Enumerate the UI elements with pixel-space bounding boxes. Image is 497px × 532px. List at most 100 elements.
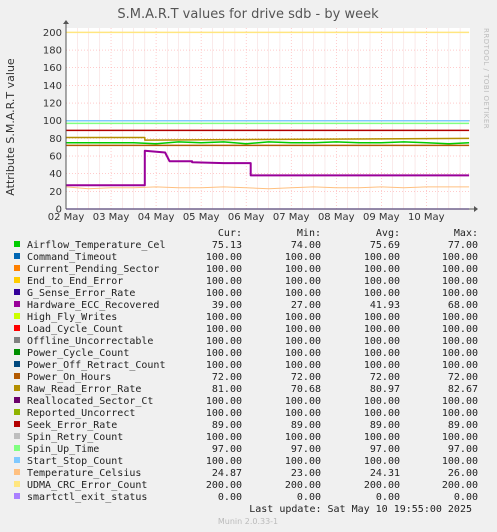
y-axis-arrow: [63, 20, 69, 24]
legend-value-min: 100.00: [285, 408, 321, 419]
x-tick-label: 09 May: [363, 212, 400, 223]
legend-value-max: 100.00: [442, 312, 478, 323]
legend-value-cur: 89.00: [212, 420, 242, 431]
legend-value-max: 97.00: [448, 444, 478, 455]
legend-swatch: [14, 349, 20, 355]
x-tick-label: 02 May: [48, 212, 85, 223]
legend-value-avg: 100.00: [364, 324, 400, 335]
legend-swatch: [14, 253, 20, 259]
legend-value-avg: 72.00: [370, 372, 400, 383]
legend-label: UDMA_CRC_Error_Count: [27, 480, 147, 491]
legend-swatch: [14, 337, 20, 343]
legend-value-avg: 100.00: [364, 252, 400, 263]
legend: Cur: Min: Avg: Max: Airflow_Temperature_Cel 7…: [14, 228, 478, 503]
legend-swatch: [14, 445, 20, 451]
legend-label: High_Fly_Writes: [27, 312, 117, 323]
y-tick-label: 180: [43, 46, 62, 57]
legend-swatch: [14, 481, 20, 487]
legend-value-max: 100.00: [442, 288, 478, 299]
legend-label: Power_Off_Retract_Count: [27, 360, 165, 371]
series-line-hardware-ecc-recovered: [66, 149, 470, 187]
legend-label: G_Sense_Error_Rate: [27, 288, 135, 299]
legend-value-min: 100.00: [285, 432, 321, 443]
legend-value-min: 100.00: [285, 456, 321, 467]
y-tick-label: 100: [43, 116, 62, 127]
legend-value-cur: 100.00: [206, 252, 242, 263]
legend-label: Start_Stop_Count: [27, 456, 123, 467]
legend-value-min: 72.00: [291, 372, 321, 383]
chart-title: S.M.A.R.T values for drive sdb - by week: [117, 7, 379, 22]
legend-label: Hardware_ECC_Recovered: [27, 300, 159, 311]
legend-header-cur: Cur:: [218, 228, 242, 239]
legend-value-min: 100.00: [285, 264, 321, 275]
y-tick-label: 60: [49, 152, 62, 163]
legend-label: Reallocated_Sector_Ct: [27, 396, 153, 407]
legend-value-min: 100.00: [285, 348, 321, 359]
legend-label: End_to_End_Error: [27, 276, 123, 287]
legend-value-min: 27.00: [291, 300, 321, 311]
legend-value-min: 100.00: [285, 324, 321, 335]
legend-value-cur: 100.00: [206, 408, 242, 419]
munin-version: Munin 2.0.33-1: [218, 517, 278, 526]
y-tick-label: 140: [43, 81, 62, 92]
legend-value-max: 100.00: [442, 324, 478, 335]
legend-value-min: 100.00: [285, 252, 321, 263]
legend-value-avg: 75.69: [370, 240, 400, 251]
legend-value-min: 100.00: [285, 336, 321, 347]
legend-value-min: 100.00: [285, 288, 321, 299]
legend-swatch: [14, 313, 20, 319]
legend-label: Current_Pending_Sector: [27, 264, 159, 275]
legend-value-min: 200.00: [285, 480, 321, 491]
legend-value-cur: 100.00: [206, 312, 242, 323]
legend-value-cur: 39.00: [212, 300, 242, 311]
axes: 0 20 40 60 80 100 120 140 160 180 200 02 May 03 May 0…: [43, 20, 478, 223]
legend-value-avg: 100.00: [364, 336, 400, 347]
legend-value-max: 100.00: [442, 432, 478, 443]
legend-value-max: 72.00: [448, 372, 478, 383]
x-tick-label: 04 May: [138, 212, 175, 223]
legend-swatch: [14, 325, 20, 331]
legend-swatch: [14, 265, 20, 271]
y-tick-label: 20: [49, 187, 62, 198]
legend-swatch: [14, 421, 20, 427]
legend-value-min: 100.00: [285, 360, 321, 371]
legend-label: Temperature_Celsius: [27, 468, 141, 479]
legend-label: Offline_Uncorrectable: [27, 336, 153, 347]
last-update: Last update: Sat May 10 19:55:00 2025: [249, 504, 472, 515]
legend-value-max: 100.00: [442, 408, 478, 419]
legend-swatch: [14, 433, 20, 439]
legend-value-min: 100.00: [285, 312, 321, 323]
legend-value-max: 100.00: [442, 264, 478, 275]
legend-swatch: [14, 409, 20, 415]
legend-label: Load_Cycle_Count: [27, 324, 123, 335]
legend-value-max: 89.00: [448, 420, 478, 431]
legend-value-cur: 100.00: [206, 324, 242, 335]
legend-label: Reported_Uncorrect: [27, 408, 135, 419]
legend-value-cur: 100.00: [206, 264, 242, 275]
x-tick-label: 05 May: [183, 212, 220, 223]
legend-value-avg: 200.00: [364, 480, 400, 491]
legend-value-cur: 200.00: [206, 480, 242, 491]
legend-value-avg: 100.00: [364, 312, 400, 323]
legend-value-avg: 100.00: [364, 432, 400, 443]
legend-swatch: [14, 289, 20, 295]
legend-value-min: 97.00: [291, 444, 321, 455]
legend-value-avg: 100.00: [364, 276, 400, 287]
y-tick-label: 200: [43, 28, 62, 39]
plot-area: [66, 28, 470, 209]
legend-value-cur: 97.00: [212, 444, 242, 455]
legend-label: Seek_Error_Rate: [27, 420, 117, 431]
legend-value-max: 100.00: [442, 336, 478, 347]
legend-value-max: 100.00: [442, 276, 478, 287]
series-line-temperature-celsius: [65, 186, 470, 190]
legend-value-min: 100.00: [285, 276, 321, 287]
legend-value-avg: 100.00: [364, 264, 400, 275]
legend-value-max: 100.00: [442, 360, 478, 371]
legend-value-avg: 100.00: [364, 288, 400, 299]
legend-swatch: [14, 457, 20, 463]
legend-label: Command_Timeout: [27, 252, 117, 263]
legend-value-min: 23.00: [291, 468, 321, 479]
legend-value-cur: 100.00: [206, 396, 242, 407]
legend-label: smartctl_exit_status: [27, 492, 147, 503]
legend-value-cur: 100.00: [206, 336, 242, 347]
